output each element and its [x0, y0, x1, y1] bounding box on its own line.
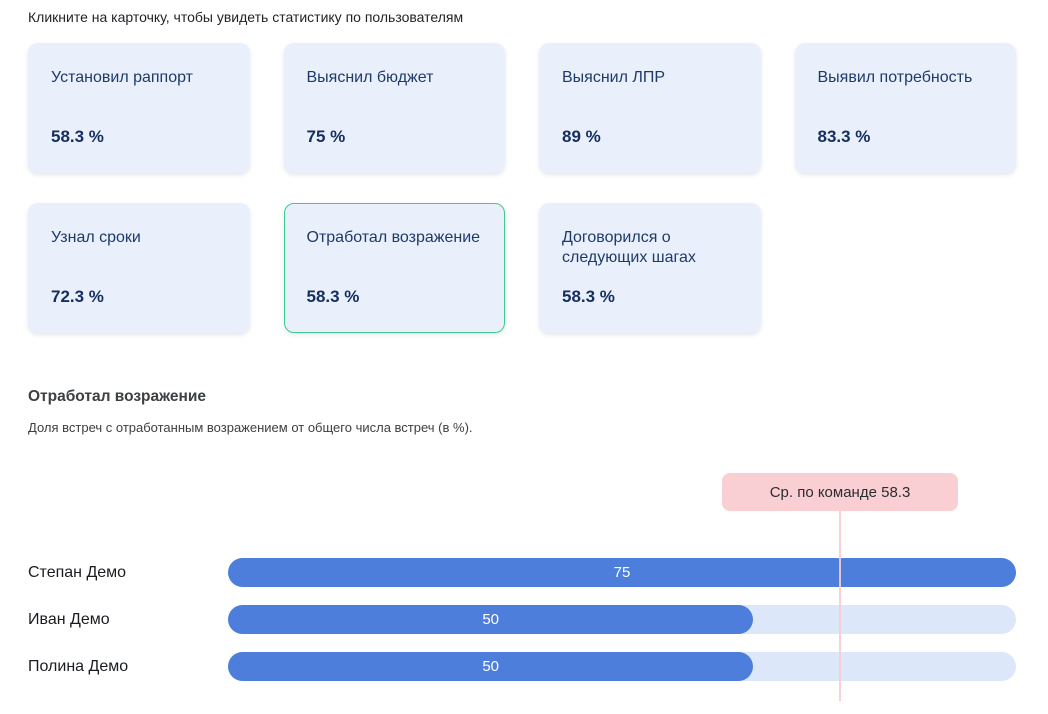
instruction-text: Кликните на карточку, чтобы увидеть стат…: [28, 9, 464, 25]
chart-row: Полина Демо 50: [28, 652, 1016, 681]
metric-card[interactable]: Узнал сроки 72.3 %: [28, 203, 250, 333]
metric-card-value: 83.3 %: [817, 127, 871, 146]
chart-bar-value: 50: [482, 611, 499, 628]
metric-card-value: 75 %: [306, 127, 346, 146]
team-average-label: Ср. по команде 58.3: [769, 483, 911, 501]
chart-bar-track: 50: [228, 605, 1016, 634]
metric-card-value: 89 %: [562, 127, 601, 146]
chart-row-label: Иван Демо: [28, 610, 110, 628]
metric-card[interactable]: Установил раппорт 58.3 %: [28, 43, 250, 173]
metric-card-title: Установил раппорт: [51, 69, 193, 86]
metric-card-title: Узнал сроки: [51, 229, 141, 246]
chart-bar-value: 75: [613, 564, 631, 581]
metric-card-title: Выяснил ЛПР: [562, 69, 666, 86]
metric-card-value: 58.3 %: [562, 287, 615, 306]
metric-card[interactable]: Выяснил ЛПР 89 %: [539, 43, 761, 173]
metric-card-title: Выяснил бюджет: [306, 69, 434, 86]
metric-card-title: Договорился о следующих шагах: [562, 229, 696, 266]
metric-card-title: Отработал возражение: [306, 229, 481, 246]
metric-card[interactable]: Выявил потребность 83.3 %: [794, 43, 1016, 173]
chart-bar-value: 50: [482, 658, 499, 675]
team-average-badge: Ср. по команде 58.3: [722, 473, 958, 511]
team-average-line: [839, 511, 841, 701]
metric-card-value: 58.3 %: [51, 127, 104, 146]
chart-row-label: Степан Демо: [28, 563, 127, 581]
chart-row-label: Полина Демо: [28, 657, 129, 675]
chart-bar-fill: 50: [228, 605, 754, 634]
detail-section-title: Отработал возражение: [28, 388, 207, 405]
team-bar-chart: Ср. по команде 58.3 Степан Демо 75 Иван Де…: [28, 463, 1016, 711]
metric-card[interactable]: Договорился о следующих шагах 58.3 %: [539, 203, 761, 333]
metric-card-selected[interactable]: Отработал возражение 58.3 %: [283, 203, 505, 333]
chart-bar-fill: 50: [228, 652, 754, 681]
chart-row: Иван Демо 50: [28, 605, 1016, 634]
metric-card-value: 58.3 %: [306, 287, 360, 306]
metric-cards-grid: Установил раппорт 58.3 % Выяснил бюджет 75 …: [28, 43, 1016, 333]
metric-card-value: 72.3 %: [51, 287, 104, 306]
chart-row: Степан Демо 75: [28, 558, 1016, 587]
chart-bar-track: 75: [228, 558, 1016, 587]
metric-card-title: Выявил потребность: [817, 69, 973, 86]
chart-bar-track: 50: [228, 652, 1016, 681]
chart-bar-fill: 75: [228, 558, 1016, 587]
metric-card[interactable]: Выяснил бюджет 75 %: [283, 43, 505, 173]
detail-section-description: Доля встреч с отработанным возражением о…: [28, 420, 473, 435]
